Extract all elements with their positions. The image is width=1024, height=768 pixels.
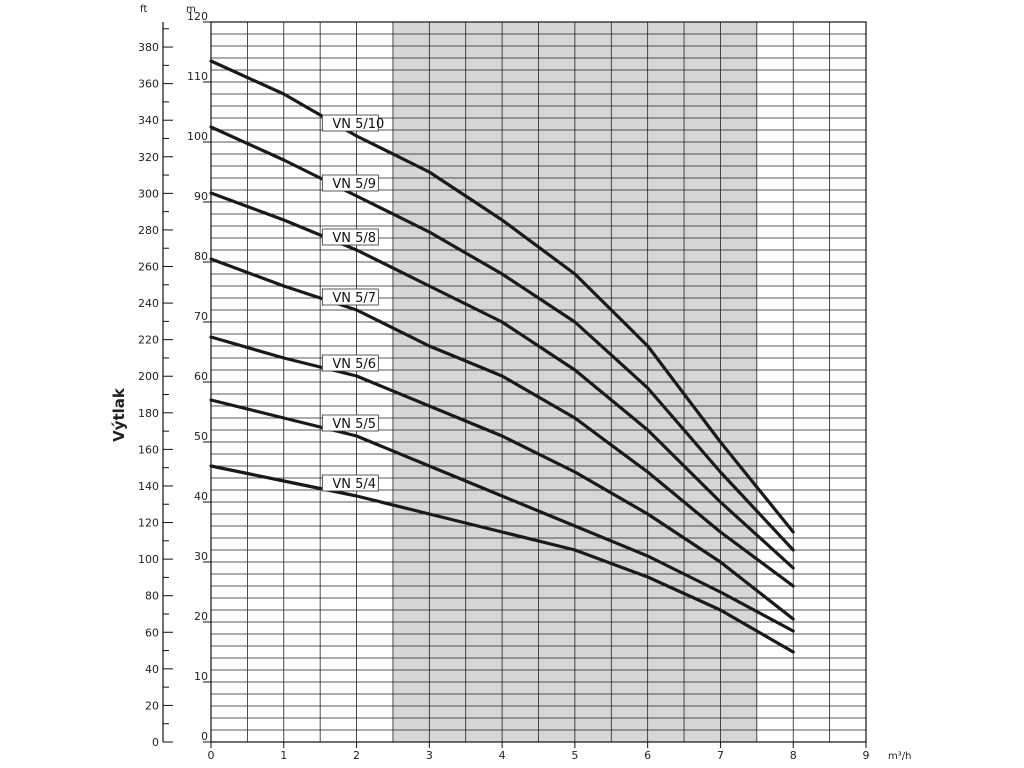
series-line xyxy=(209,191,795,570)
x-tick-label: 6 xyxy=(644,749,651,762)
y-m-tick-label: 20 xyxy=(194,610,208,623)
y-ft-tick-label: 180 xyxy=(138,407,159,420)
y-ft-tick-label: 340 xyxy=(138,114,159,127)
y-ft-tick-label: 200 xyxy=(138,370,159,383)
ft-unit-label: ft xyxy=(140,4,147,15)
y-ft-tick-label: 240 xyxy=(138,297,159,310)
series-label: VN 5/4 xyxy=(332,477,376,492)
series-label-box xyxy=(321,288,379,306)
y-ft-tick-label: 160 xyxy=(138,443,159,456)
y-ft-tick-label: 380 xyxy=(138,41,159,54)
x-tick-label: 0 xyxy=(208,749,215,762)
series-line xyxy=(209,257,795,588)
y-ft-tick-label: 60 xyxy=(145,626,159,639)
y-m-tick-label: 110 xyxy=(187,70,208,83)
x-tick-label: 4 xyxy=(499,749,506,762)
series-line xyxy=(209,125,795,552)
y-m-tick-label: 60 xyxy=(194,370,208,383)
series-line xyxy=(209,398,795,633)
grid xyxy=(210,21,867,743)
y-ft-tick-label: 360 xyxy=(138,78,159,91)
x-tick-label: 1 xyxy=(280,749,287,762)
y-m-tick-label: 120 xyxy=(187,10,208,23)
y-m-tick-label: 80 xyxy=(194,250,208,263)
x-tick-label: 3 xyxy=(426,749,433,762)
y-ft-tick-label: 140 xyxy=(138,480,159,493)
series-label-box xyxy=(321,114,379,132)
series-label-box xyxy=(321,228,379,246)
y-m-tick-label: 70 xyxy=(194,310,208,323)
curve-labels: VN 5/10 VN 5/9 VN 5/8 VN 5/7 VN 5/6 VN 5/5 VN … xyxy=(321,114,384,492)
series-line xyxy=(209,59,795,534)
y-ft-tick-label: 320 xyxy=(138,151,159,164)
y-ft-tick-label: 280 xyxy=(138,224,159,237)
y-ft-tick-label: 40 xyxy=(145,663,159,676)
y-axis-label: Výtlak xyxy=(110,387,128,442)
y-ft-tick-label: 0 xyxy=(152,736,159,749)
series-label: VN 5/5 xyxy=(332,417,376,432)
y-ft-tick-label: 120 xyxy=(138,517,159,530)
x-unit-label: m³/h xyxy=(888,751,911,762)
x-tick-label: 5 xyxy=(571,749,578,762)
y-m-tick-label: 30 xyxy=(194,550,208,563)
series-label-box xyxy=(321,354,379,372)
y-m-tick-label: 0 xyxy=(201,730,208,743)
m-unit-label: m xyxy=(186,4,196,15)
x-tick-label: 9 xyxy=(863,749,870,762)
series-layer xyxy=(209,59,795,654)
series-label: VN 5/8 xyxy=(332,231,376,246)
y-ft-tick-label: 20 xyxy=(145,699,159,712)
y-ft-tick-label: 300 xyxy=(138,187,159,200)
series-label: VN 5/6 xyxy=(332,357,376,372)
series-label-box xyxy=(321,414,379,432)
axes: 0 1 2 3 4 5 6 7 8 9010203040506070809010011012002… xyxy=(138,10,870,762)
series-line xyxy=(209,335,795,621)
series-label: VN 5/7 xyxy=(332,291,376,306)
x-tick-label: 8 xyxy=(790,749,797,762)
y-m-tick-label: 100 xyxy=(187,130,208,143)
y-m-tick-label: 90 xyxy=(194,190,208,203)
y-ft-tick-label: 220 xyxy=(138,334,159,347)
x-tick-label: 2 xyxy=(353,749,360,762)
x-tick-label: 7 xyxy=(717,749,724,762)
series-line xyxy=(209,464,795,654)
y-m-tick-label: 50 xyxy=(194,430,208,443)
y-m-tick-label: 40 xyxy=(194,490,208,503)
series-label: VN 5/10 xyxy=(332,117,384,132)
series-label-box xyxy=(321,474,379,492)
series-label: VN 5/9 xyxy=(332,177,376,192)
y-m-tick-label: 10 xyxy=(194,670,208,683)
y-ft-tick-label: 260 xyxy=(138,261,159,274)
y-ft-tick-label: 100 xyxy=(138,553,159,566)
series-label-box xyxy=(321,174,379,192)
y-ft-tick-label: 80 xyxy=(145,590,159,603)
